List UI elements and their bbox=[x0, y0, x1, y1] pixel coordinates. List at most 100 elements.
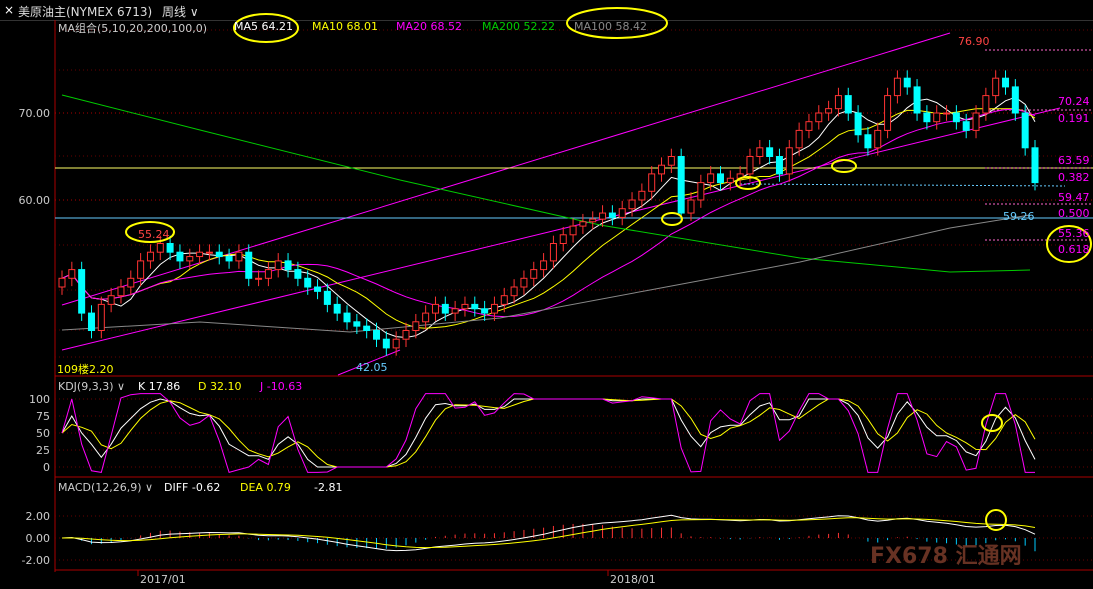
fib-price-0: 70.24 bbox=[1058, 95, 1090, 108]
candle-body bbox=[294, 269, 302, 279]
candle-body bbox=[274, 260, 282, 271]
highlight-ellipse bbox=[981, 414, 1003, 432]
chevron-down-icon: ∨ bbox=[186, 5, 199, 19]
ma5-line bbox=[61, 96, 1036, 339]
ma100-legend: MA100 58.42 bbox=[574, 20, 648, 33]
highlight-ellipse bbox=[125, 221, 175, 243]
candle-body bbox=[382, 338, 390, 349]
kdj-legend-title[interactable]: KDJ(9,3,3) ∨ bbox=[58, 380, 126, 393]
highlight-ellipse bbox=[1046, 225, 1092, 263]
candle-body bbox=[785, 147, 793, 175]
candle-body bbox=[117, 286, 125, 297]
candle-body bbox=[363, 325, 371, 331]
candle-body bbox=[461, 303, 469, 310]
candle-body bbox=[982, 95, 990, 114]
trend-channel-lower-tail bbox=[337, 349, 401, 376]
candle-body bbox=[146, 251, 154, 262]
candle-body bbox=[825, 108, 833, 114]
candle-body bbox=[884, 95, 892, 131]
candle-body bbox=[264, 269, 272, 279]
candle-body bbox=[353, 321, 361, 327]
candle-body bbox=[255, 277, 263, 280]
price-tick-label: 60.00 bbox=[19, 194, 51, 207]
left-high-label: 55.24 bbox=[138, 228, 170, 241]
kdj-tick-label: 25 bbox=[36, 444, 50, 457]
fib-price-2: 59.47 bbox=[1058, 191, 1090, 204]
candle-body bbox=[746, 156, 754, 175]
candle-body bbox=[667, 156, 675, 166]
candle-body bbox=[205, 251, 213, 254]
candle-body bbox=[766, 147, 774, 158]
candle-body bbox=[156, 243, 164, 253]
highlight-ellipse bbox=[566, 7, 668, 39]
kdj-tick-label: 50 bbox=[36, 427, 50, 440]
candle-body bbox=[1002, 77, 1010, 88]
candle-body bbox=[225, 256, 233, 262]
candle-body bbox=[186, 256, 194, 262]
candle-body bbox=[992, 77, 1000, 97]
candle-body bbox=[648, 173, 656, 192]
fib-ratio-0: 0.191 bbox=[1058, 112, 1090, 125]
candle-body bbox=[972, 112, 980, 131]
ma100-line bbox=[61, 214, 1031, 333]
candle-body bbox=[78, 269, 86, 314]
candle-body bbox=[834, 95, 842, 110]
ma200-legend: MA200 52.22 bbox=[482, 20, 556, 33]
price-tick-label: 70.00 bbox=[19, 107, 51, 120]
candle-body bbox=[314, 286, 322, 292]
macd-legend-title[interactable]: MACD(12,26,9) ∨ bbox=[58, 481, 154, 494]
kdj-tick-label: 100 bbox=[29, 393, 50, 406]
candle-body bbox=[844, 95, 852, 114]
candle-body bbox=[923, 112, 931, 123]
highlight-ellipse bbox=[735, 176, 761, 190]
candle-body bbox=[559, 234, 567, 245]
candle-body bbox=[913, 86, 921, 114]
candle-body bbox=[638, 190, 646, 201]
chart-header: × 美原油主(NYMEX 6713) 周线 ∨ bbox=[0, 0, 1093, 21]
candle-body bbox=[716, 173, 724, 184]
candle-body bbox=[903, 77, 911, 88]
candle-body bbox=[176, 251, 184, 262]
candle-body bbox=[87, 312, 95, 332]
ma20-line bbox=[61, 109, 1036, 318]
candle-body bbox=[68, 269, 76, 279]
candle-body bbox=[697, 182, 705, 201]
candle-body bbox=[97, 303, 105, 331]
candle-body bbox=[569, 225, 577, 236]
candle-body bbox=[893, 77, 901, 97]
ma5-legend: MA5 64.21 bbox=[234, 20, 294, 33]
candle-body bbox=[756, 147, 764, 158]
low-label-left: 109楼2.20 bbox=[57, 363, 114, 376]
candle-body bbox=[451, 308, 459, 314]
kdj-j-value: J -10.63 bbox=[260, 380, 303, 393]
candle-body bbox=[805, 121, 813, 131]
candle-body bbox=[687, 199, 695, 214]
trend-channel-lower bbox=[61, 107, 1061, 351]
candle-body bbox=[422, 312, 430, 323]
highlight-ellipse bbox=[661, 212, 683, 226]
candle-body bbox=[245, 251, 253, 279]
candle-body bbox=[107, 295, 115, 305]
candle-body bbox=[500, 295, 508, 305]
kdj-j-line bbox=[61, 393, 1035, 474]
candle-body bbox=[510, 286, 518, 297]
candle-body bbox=[431, 303, 439, 314]
candle-body bbox=[599, 212, 607, 220]
candle-body bbox=[343, 312, 351, 323]
ma10-line bbox=[61, 108, 1036, 329]
candle-body bbox=[402, 330, 410, 340]
candle-body bbox=[775, 156, 783, 175]
low-label-2017: 42.05 bbox=[356, 361, 388, 374]
candle-body bbox=[677, 156, 685, 214]
kdj-d-value: D 32.10 bbox=[198, 380, 242, 393]
candle-body bbox=[58, 277, 66, 288]
macd-tick-label: 0.00 bbox=[26, 532, 51, 545]
macd-diff-value: DIFF -0.62 bbox=[164, 481, 221, 494]
chevron-down-icon: ∨ bbox=[141, 481, 154, 494]
close-icon[interactable]: × bbox=[4, 3, 15, 17]
period-selector[interactable]: 周线 ∨ bbox=[162, 5, 199, 19]
candle-body bbox=[137, 260, 145, 279]
ma20-legend: MA20 68.52 bbox=[396, 20, 463, 33]
kdj-tick-label: 0 bbox=[43, 461, 50, 474]
